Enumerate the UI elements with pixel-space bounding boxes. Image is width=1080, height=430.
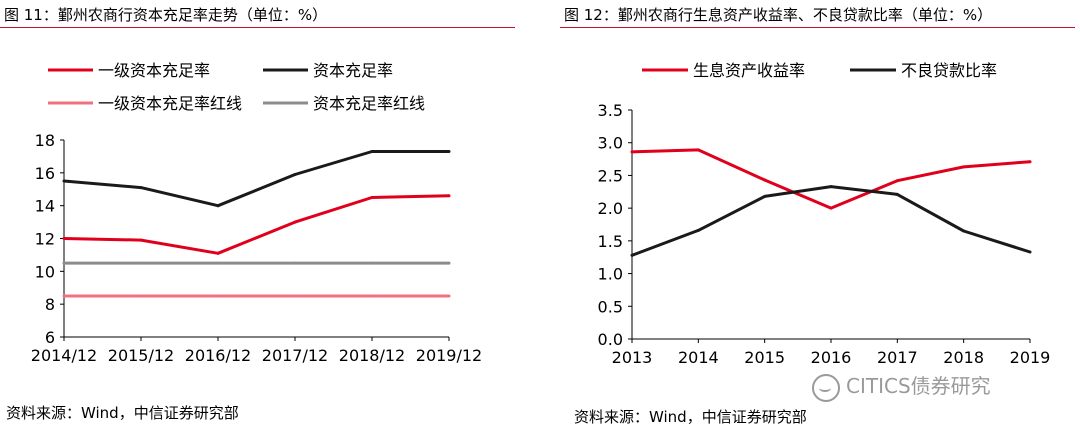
data-point	[447, 294, 451, 298]
data-point	[139, 186, 143, 190]
data-point	[962, 165, 966, 169]
x-tick-label: 2018/12	[339, 346, 405, 365]
data-point	[1028, 160, 1032, 164]
y-tick-label: 18	[35, 131, 55, 150]
data-point	[370, 261, 374, 265]
data-point	[370, 150, 374, 153]
data-point	[216, 261, 220, 265]
data-point	[216, 204, 220, 208]
chart-panel-yield-npl: 图 12：鄞州农商行生息资产收益率、不良贷款比率（单位：%） 0.0 0.5 1.0…	[560, 0, 1080, 430]
x-tick-label: 2016	[811, 348, 852, 367]
watermark: CITICS债券研究	[812, 370, 991, 402]
legend-label: 资本充足率红线	[313, 94, 425, 113]
data-point	[630, 150, 634, 154]
series-line	[63, 150, 449, 208]
title-divider	[560, 27, 1075, 28]
x-tick-label: 2018	[943, 348, 984, 367]
y-tick-label: 1.5	[598, 232, 623, 251]
y-tick-label: 14	[35, 197, 55, 216]
data-point	[447, 150, 451, 153]
y-tick-label: 3.0	[598, 134, 623, 153]
figure-title: 图 12：鄞州农商行生息资产收益率、不良贷款比率（单位：%）	[564, 6, 993, 24]
data-point	[895, 179, 899, 183]
x-tick-label: 2013	[612, 348, 653, 367]
source-note: 资料来源：Wind，中信证券研究部	[6, 404, 239, 422]
data-point	[62, 294, 66, 298]
figure-title: 图 11：鄞州农商行资本充足率走势（单位：%）	[4, 6, 328, 24]
data-point	[696, 148, 700, 152]
legend-label: 资本充足率	[313, 61, 393, 80]
watermark-text: CITICS债券研究	[846, 374, 991, 398]
x-tick-label: 2019	[1010, 348, 1051, 367]
data-point	[447, 194, 451, 198]
title-divider	[0, 27, 515, 28]
data-point	[895, 192, 899, 196]
y-tick-label: 0.0	[598, 330, 623, 349]
y-tick-label: 3.5	[598, 101, 623, 120]
chart-capital-adequacy: 6 8 10 12 14 16 18 2014/12 2015/12 2016/12 2017/12…	[31, 61, 482, 365]
wechat-logo-icon	[812, 373, 840, 402]
data-point	[696, 228, 700, 232]
legend-label: 生息资产收益率	[693, 61, 805, 80]
y-tick-label: 12	[35, 230, 55, 249]
x-tick-label: 2015	[744, 348, 785, 367]
data-point	[216, 251, 220, 255]
data-point	[763, 194, 767, 198]
x-tick-label: 2015/12	[108, 346, 174, 365]
data-point	[829, 206, 833, 210]
y-tick-label: 6	[45, 328, 55, 347]
data-point	[216, 294, 220, 298]
data-point	[447, 261, 451, 265]
data-point	[293, 261, 297, 265]
data-point	[62, 179, 66, 183]
data-point	[293, 294, 297, 298]
data-point	[829, 185, 833, 189]
y-tick-label: 16	[35, 164, 55, 183]
series-line	[631, 148, 1031, 210]
data-point	[62, 261, 66, 265]
data-point	[139, 294, 143, 298]
data-point	[293, 173, 297, 176]
data-point	[62, 237, 66, 240]
chart-yield-npl: 0.0 0.5 1.0 1.5 2.0 2.5 3.0 3.5 2013 2014 2015 2016…	[598, 61, 1051, 367]
data-point	[962, 229, 966, 233]
legend-label: 一级资本充足率红线	[98, 94, 242, 113]
data-point	[139, 238, 143, 242]
x-tick-label: 2019/12	[416, 346, 482, 365]
x-tick-label: 2014/12	[31, 346, 97, 365]
data-point	[370, 294, 374, 298]
data-point	[139, 261, 143, 265]
y-tick-label: 1.0	[598, 265, 623, 284]
y-tick-label: 10	[35, 262, 55, 281]
data-point	[1028, 250, 1032, 254]
x-tick-label: 2016/12	[185, 346, 251, 365]
y-tick-label: 2.5	[598, 166, 623, 185]
y-tick-label: 0.5	[598, 297, 623, 316]
data-point	[293, 220, 297, 224]
x-tick-label: 2017/12	[262, 346, 328, 365]
series-line	[63, 194, 450, 255]
y-tick-label: 8	[45, 295, 55, 314]
source-note: 资料来源：Wind，中信证券研究部	[574, 408, 807, 426]
data-point	[630, 253, 634, 257]
data-point	[370, 196, 374, 199]
y-tick-label: 2.0	[598, 199, 623, 218]
x-tick-label: 2017	[877, 348, 918, 367]
data-point	[763, 178, 767, 182]
chart-panel-capital-adequacy: 图 11：鄞州农商行资本充足率走势（单位：%） 6 8 10 12 14 16 18 2014…	[0, 0, 520, 430]
legend-label: 不良贷款比率	[901, 61, 997, 80]
series-line	[631, 185, 1031, 257]
x-tick-label: 2014	[678, 348, 719, 367]
legend-label: 一级资本充足率	[98, 61, 210, 80]
